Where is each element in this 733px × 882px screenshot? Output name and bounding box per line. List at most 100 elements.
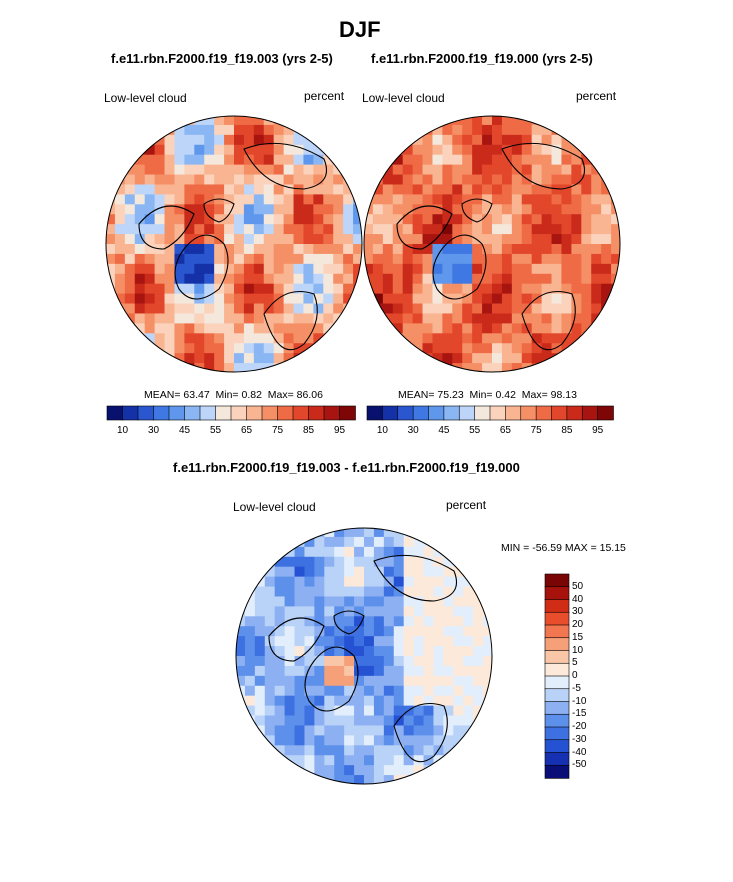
panel-a-field-cell [164, 293, 175, 304]
panel-a-field-cell [313, 323, 324, 334]
panel-b-colorbar-box [535, 405, 553, 421]
panel-b-field-cell [482, 164, 493, 175]
panel-c-field-cell [274, 626, 286, 637]
panel-a-field-cell [243, 303, 255, 314]
panel-a-field-cell [224, 124, 235, 136]
panel-a-field-cell [106, 253, 116, 265]
panel-a-colorbar-box [215, 405, 232, 421]
panel-a-field-cell [184, 363, 195, 372]
panel-b-field-cell [511, 204, 523, 215]
diff-panel-title: f.e11.rbn.F2000.f19_f19.003 - f.e11.rbn.… [173, 460, 520, 475]
panel-c-field-cell [324, 566, 335, 578]
panel-b-field-cell [521, 253, 533, 265]
panel-b-units-label: percent [576, 89, 617, 103]
panel-a-field-cell [184, 224, 195, 235]
panel-a-field-cell [184, 234, 195, 245]
panel-b-field-cell [392, 244, 404, 255]
panel-b-field-cell [482, 293, 493, 304]
panel-c-field-cell [373, 576, 385, 587]
panel-b-field-cell [541, 244, 552, 255]
panel-c-field-cell [393, 536, 405, 548]
panel-c-field-cell [413, 556, 424, 568]
panel-c-field-cell [383, 626, 395, 637]
panel-c-field-cell [383, 695, 395, 707]
panel-c-colorbar-tick-label: -50 [572, 759, 587, 771]
panel-a-field-cell [293, 174, 304, 185]
panel-c-field-cell [274, 695, 286, 707]
panel-c-field-cell [373, 606, 385, 617]
panel-a-field-cell [144, 154, 156, 166]
panel-a-field-cell [144, 224, 156, 235]
panel-a-field-cell [273, 194, 285, 205]
panel-c-field-cell [354, 715, 365, 726]
panel-b-field-cell [452, 154, 463, 166]
panel-c-field-cell [244, 616, 256, 627]
panel-c-field-cell [373, 735, 385, 746]
panel-c-field-cell [423, 755, 434, 766]
panel-b-field-cell [482, 244, 493, 255]
panel-a-field-cell [174, 323, 185, 334]
panel-b-field-cell [412, 313, 423, 324]
panel-c-field-cell [463, 616, 474, 627]
panel-a-field-cell [204, 124, 215, 136]
panel-c-field-cell [304, 586, 315, 597]
panel-a-field-cell [174, 154, 185, 166]
panel-c-field-cell [334, 775, 345, 784]
panel-c-field-cell [344, 685, 355, 697]
panel-b-field-cell [482, 253, 493, 265]
panel-c-coastline [268, 617, 325, 662]
panel-c-field-cell [294, 665, 305, 677]
panel-c-field-cell [334, 665, 345, 677]
panel-c-field-cell [324, 725, 335, 736]
panel-b-field-cell [601, 253, 612, 265]
panel-b-colorbar-tick-label: 30 [407, 425, 419, 436]
panel-a-field-cell [164, 303, 175, 314]
panel-b-field-cell [382, 283, 394, 295]
panel-a-field-cell [283, 224, 294, 235]
panel-a-colorbar-tick-label: 45 [178, 425, 191, 436]
panel-b-field-cell [541, 253, 552, 265]
panel-a-field-cell [293, 164, 304, 175]
panel-c-field-cell [284, 675, 295, 687]
panel-c-field-cell [274, 636, 286, 647]
panel-b-field-cell [492, 204, 503, 215]
panel-b-field-cell [531, 214, 543, 225]
panel-b-field-cell [521, 144, 533, 156]
panel-c-field-cell [373, 596, 385, 607]
panel-c-field-cell [314, 556, 325, 568]
panel-c-field-cell [364, 735, 375, 746]
panel-c-field-cell [244, 675, 256, 687]
panel-a-field-cell [273, 283, 285, 295]
panel-a-field-cell [313, 154, 324, 166]
panel-c-field-cell [413, 616, 424, 627]
panel-b-field-cell [551, 144, 562, 156]
panel-c-field-cell [314, 536, 325, 548]
panel-a-colorbar-tick-label: 55 [209, 425, 222, 436]
panel-b-field-cell [511, 333, 523, 344]
panel-c-field-cell [324, 715, 335, 726]
panel-b-field-cell [482, 333, 493, 344]
panel-a-field-cell [184, 164, 195, 175]
panel-b-colorbar-box [520, 405, 537, 421]
panel-a-field-cell [303, 244, 314, 255]
panel-c-field-cell [264, 616, 276, 627]
panel-b-colorbar-box [443, 405, 461, 421]
panel-b-field-cell [541, 313, 552, 324]
panel-c-field-cell [294, 636, 305, 647]
panel-c-field-cell [423, 546, 434, 558]
panel-b-field-cell [492, 194, 503, 205]
panel-a-field-cell [273, 144, 285, 156]
panel-b-field-cell [571, 224, 582, 235]
panel-b-field-cell [422, 184, 433, 195]
panel-b-field-cell [591, 154, 602, 166]
panel-c-colorbar-box [544, 586, 570, 601]
panel-c-field-cell [314, 775, 325, 784]
panel-a-field-cell [204, 363, 215, 372]
panel-c-field-cell [354, 636, 365, 647]
panel-b-field-cell [472, 224, 483, 235]
panel-b-field-cell [591, 234, 602, 245]
panel-a-field-cell [253, 154, 265, 166]
panel-b-field-cell [402, 253, 414, 265]
panel-c-field-cell [453, 596, 464, 607]
panel-a-field-cell [234, 214, 245, 225]
